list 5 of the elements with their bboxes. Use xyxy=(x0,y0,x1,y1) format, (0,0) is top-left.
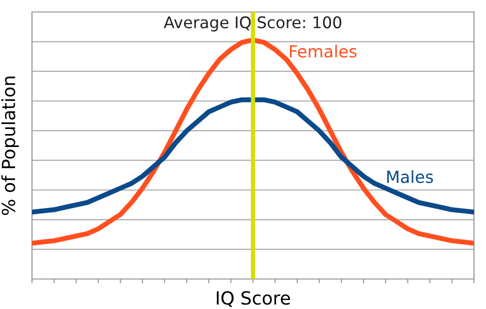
y-axis-title: % of Population xyxy=(1,76,19,215)
x-axis-title: IQ Score xyxy=(216,291,290,307)
series-label: Females xyxy=(290,44,356,58)
series-label: Males xyxy=(387,170,433,184)
text: Average IQ Score: 100 xyxy=(164,16,342,32)
